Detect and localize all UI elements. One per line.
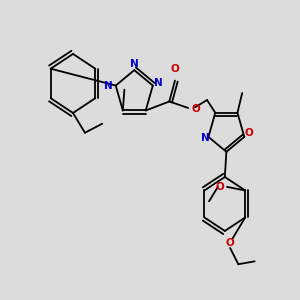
Text: O: O	[244, 128, 253, 138]
Text: N: N	[130, 59, 139, 69]
Text: N: N	[104, 80, 113, 91]
Text: O: O	[191, 104, 200, 114]
Text: N: N	[154, 78, 163, 88]
Text: methoxy: methoxy	[214, 184, 221, 185]
Text: O: O	[226, 238, 235, 248]
Text: N: N	[201, 133, 210, 143]
Text: O: O	[215, 182, 224, 192]
Text: O: O	[171, 64, 179, 74]
